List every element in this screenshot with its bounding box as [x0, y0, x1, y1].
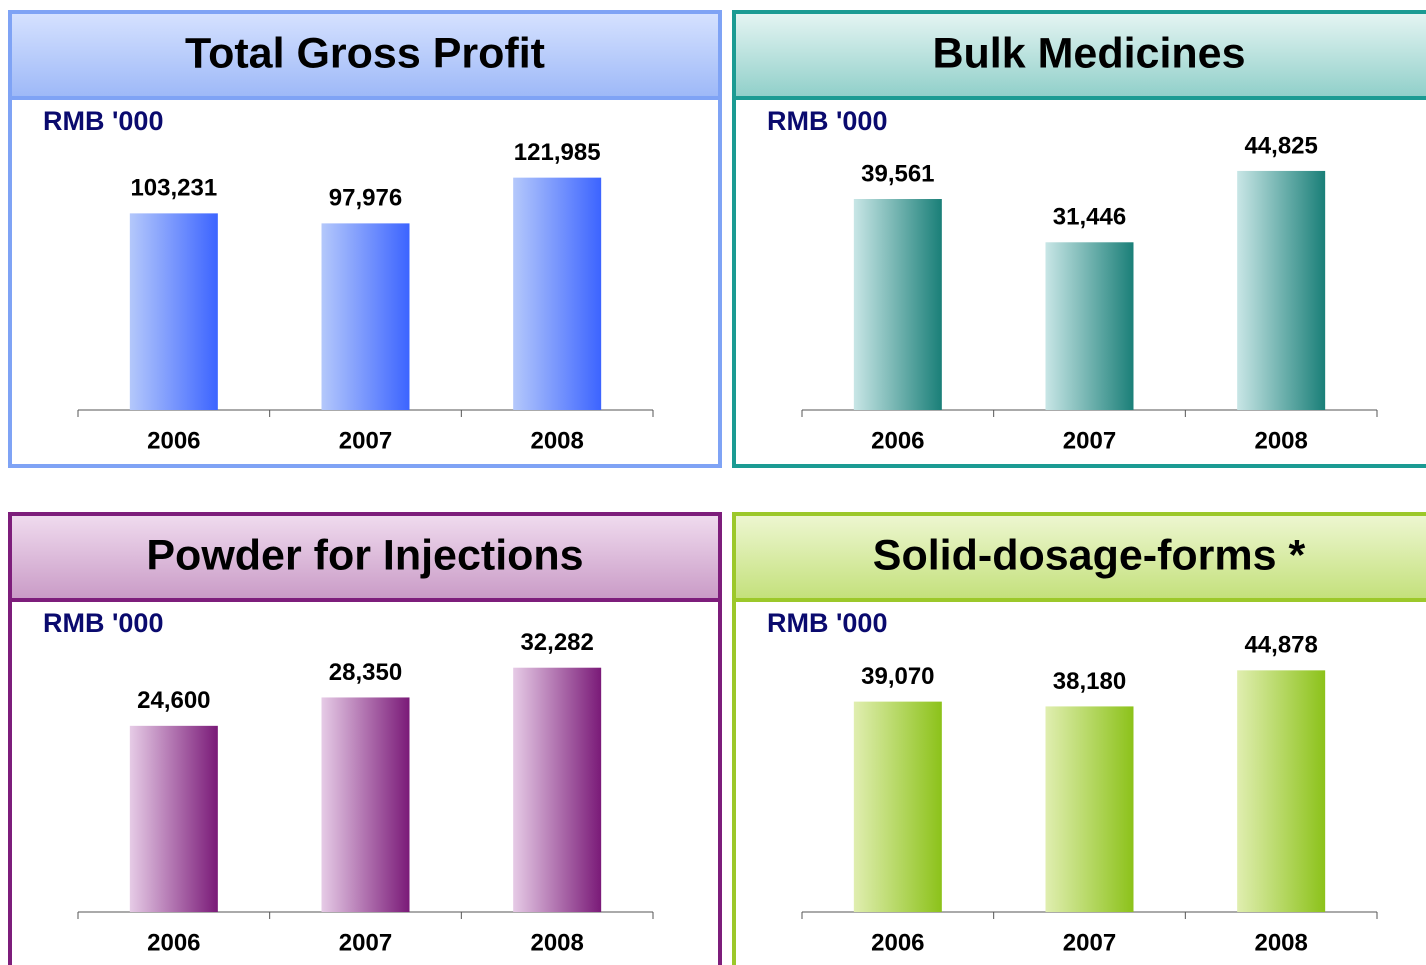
value-label: 28,350 — [329, 659, 402, 686]
x-tick-label: 2007 — [1063, 427, 1116, 454]
x-tick-label: 2007 — [1063, 929, 1116, 956]
y-axis-label: RMB '000 — [767, 608, 887, 638]
bar — [321, 223, 410, 410]
y-axis-label: RMB '000 — [43, 106, 163, 136]
x-tick-label: 2006 — [871, 929, 924, 956]
bar — [129, 725, 218, 912]
panel-header — [732, 512, 1426, 602]
chart-panel: Powder for Injections RMB '000 24,600 2006 2… — [8, 512, 722, 965]
chart-title: Total Gross Profit — [185, 29, 545, 77]
value-label: 103,231 — [130, 175, 217, 202]
chart-title: Solid-dosage-forms * — [873, 531, 1306, 579]
bar — [1237, 670, 1326, 912]
chart-panel: Total Gross Profit RMB '000 103,231 2006 97,… — [8, 10, 722, 468]
value-label: 39,070 — [861, 663, 934, 690]
x-tick-label: 2006 — [147, 427, 200, 454]
x-tick-label: 2008 — [1254, 427, 1307, 454]
bar — [1045, 706, 1134, 912]
panel-header — [8, 512, 722, 602]
chart-title: Bulk Medicines — [932, 29, 1245, 77]
value-label: 32,282 — [520, 629, 593, 656]
bar — [321, 697, 410, 912]
value-label: 44,878 — [1244, 632, 1317, 659]
x-tick-label: 2007 — [339, 427, 392, 454]
x-tick-label: 2008 — [530, 427, 583, 454]
x-tick-label: 2008 — [1254, 929, 1307, 956]
bar — [1045, 242, 1134, 410]
x-tick-label: 2007 — [339, 929, 392, 956]
chart-panel: Solid-dosage-forms * RMB '000 39,070 2006 38… — [732, 512, 1426, 965]
x-tick-label: 2006 — [147, 929, 200, 956]
panel-header — [8, 10, 722, 100]
value-label: 44,825 — [1244, 132, 1317, 159]
x-tick-label: 2008 — [530, 929, 583, 956]
chart-title: Powder for Injections — [146, 531, 583, 579]
value-label: 24,600 — [137, 687, 210, 714]
value-label: 38,180 — [1053, 668, 1126, 695]
bar — [513, 667, 602, 912]
panel-header — [732, 10, 1426, 100]
bar — [853, 701, 942, 912]
value-label: 39,561 — [861, 160, 934, 187]
y-axis-label: RMB '000 — [767, 106, 887, 136]
value-label: 121,985 — [514, 139, 601, 166]
value-label: 31,446 — [1053, 204, 1126, 231]
y-axis-label: RMB '000 — [43, 608, 163, 638]
chart-panel: Bulk Medicines RMB '000 39,561 2006 31,446 20… — [732, 10, 1426, 468]
bar — [129, 213, 218, 410]
bar — [1237, 170, 1326, 410]
bar — [513, 177, 602, 410]
bar — [853, 199, 942, 410]
value-label: 97,976 — [329, 185, 402, 212]
x-tick-label: 2006 — [871, 427, 924, 454]
